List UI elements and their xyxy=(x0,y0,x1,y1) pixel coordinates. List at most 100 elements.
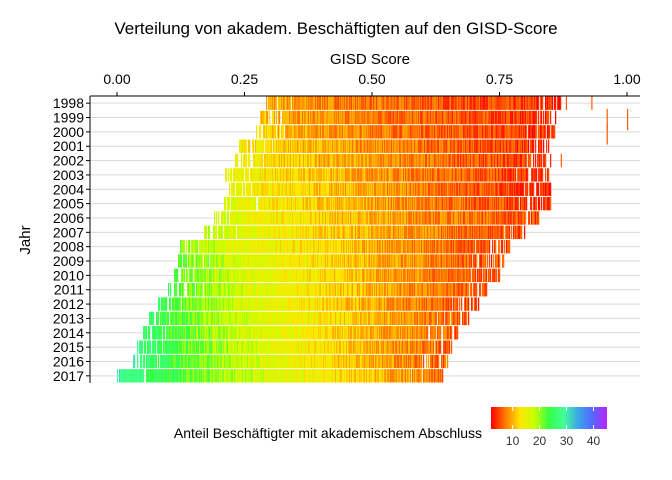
heat-cell xyxy=(424,240,426,254)
heat-cell xyxy=(360,268,362,283)
heat-cell xyxy=(470,125,472,139)
heat-cell xyxy=(306,240,308,254)
heat-row-2000 xyxy=(256,123,608,145)
heat-cell xyxy=(412,125,414,139)
heat-cell xyxy=(385,168,387,182)
heat-cell xyxy=(304,211,306,225)
heat-cell xyxy=(270,311,272,326)
heat-cell xyxy=(322,139,324,153)
heat-cell xyxy=(498,110,500,125)
heat-cell xyxy=(479,125,481,139)
heat-cell xyxy=(392,96,394,110)
heat-cell xyxy=(202,254,204,268)
heat-cell xyxy=(411,125,413,139)
heat-cell xyxy=(458,196,460,211)
heat-cell xyxy=(430,168,432,182)
heat-cell xyxy=(445,311,447,326)
heat-cell xyxy=(332,182,334,196)
heat-cell xyxy=(295,110,297,125)
heat-cell xyxy=(268,182,270,196)
heat-cell xyxy=(432,240,434,254)
heat-cell xyxy=(509,182,511,196)
heat-cell xyxy=(458,268,460,283)
heat-cell xyxy=(169,297,171,311)
heat-cell xyxy=(260,311,262,326)
heat-cell xyxy=(337,182,339,196)
heat-cell xyxy=(305,110,307,125)
heat-cell xyxy=(487,125,489,139)
heat-cell xyxy=(327,110,329,125)
heat-cell xyxy=(369,268,371,283)
heat-cell xyxy=(398,139,400,153)
heat-cell xyxy=(411,297,413,311)
heat-cell xyxy=(501,168,503,182)
heat-cell xyxy=(349,153,351,168)
heat-cell xyxy=(252,311,254,326)
heat-cell xyxy=(468,182,470,196)
heat-cell xyxy=(361,254,363,268)
heat-cell xyxy=(375,225,377,239)
heat-cell xyxy=(314,254,316,268)
heat-cell xyxy=(354,125,356,139)
heat-cell xyxy=(517,211,519,225)
heat-cell xyxy=(461,125,463,139)
heat-cell xyxy=(274,96,276,110)
heat-cell xyxy=(386,139,388,153)
heat-cell xyxy=(511,168,513,182)
heat-cell xyxy=(381,168,383,182)
heat-cell xyxy=(365,153,367,168)
heat-cell xyxy=(233,254,235,268)
heat-cell xyxy=(190,268,192,283)
heat-cell xyxy=(419,225,421,239)
heat-cell xyxy=(456,168,458,182)
heat-cell xyxy=(179,283,181,297)
heat-cell xyxy=(217,283,219,297)
heat-cell xyxy=(427,268,429,283)
heat-cell xyxy=(522,110,524,125)
heat-cell xyxy=(412,254,414,268)
heat-cell xyxy=(258,196,260,211)
heat-cell xyxy=(199,254,201,268)
heat-cell xyxy=(426,211,428,225)
heat-cell xyxy=(281,196,283,211)
heat-cell xyxy=(422,240,424,254)
heat-cell xyxy=(403,139,405,153)
heat-cell xyxy=(195,297,197,311)
heat-cell xyxy=(334,283,336,297)
heat-cell xyxy=(312,110,314,125)
heat-cell xyxy=(516,211,518,225)
heat-cell xyxy=(206,326,208,340)
heat-cell xyxy=(332,139,334,153)
heat-cell xyxy=(319,254,321,268)
heat-cell xyxy=(353,268,355,283)
heat-cell xyxy=(539,125,541,139)
heat-cell xyxy=(407,225,409,239)
heat-cell xyxy=(350,311,352,326)
heat-cell xyxy=(369,211,371,225)
heat-cell xyxy=(519,96,521,110)
heat-cell xyxy=(343,225,345,239)
heat-cell xyxy=(318,110,320,125)
heat-cell xyxy=(358,139,360,153)
heat-cell xyxy=(513,225,515,239)
heat-cell xyxy=(360,196,362,211)
heat-cell xyxy=(531,168,533,182)
heat-cell xyxy=(308,153,310,168)
heat-cell xyxy=(320,268,322,283)
heat-cell xyxy=(210,297,212,311)
heat-cell xyxy=(390,153,392,168)
heat-cell xyxy=(359,110,361,125)
heat-cell xyxy=(484,240,486,254)
heat-cell xyxy=(441,182,443,196)
heat-cell xyxy=(429,125,431,139)
heat-cell xyxy=(307,110,309,125)
heat-cell xyxy=(355,182,357,196)
heat-cell xyxy=(378,110,380,125)
heat-cell xyxy=(254,297,256,311)
heat-cell xyxy=(522,168,524,182)
heat-cell xyxy=(212,311,214,326)
heat-cell xyxy=(459,110,461,125)
heat-cell xyxy=(336,283,338,297)
heat-cell xyxy=(419,153,421,168)
heat-cell xyxy=(168,283,170,297)
